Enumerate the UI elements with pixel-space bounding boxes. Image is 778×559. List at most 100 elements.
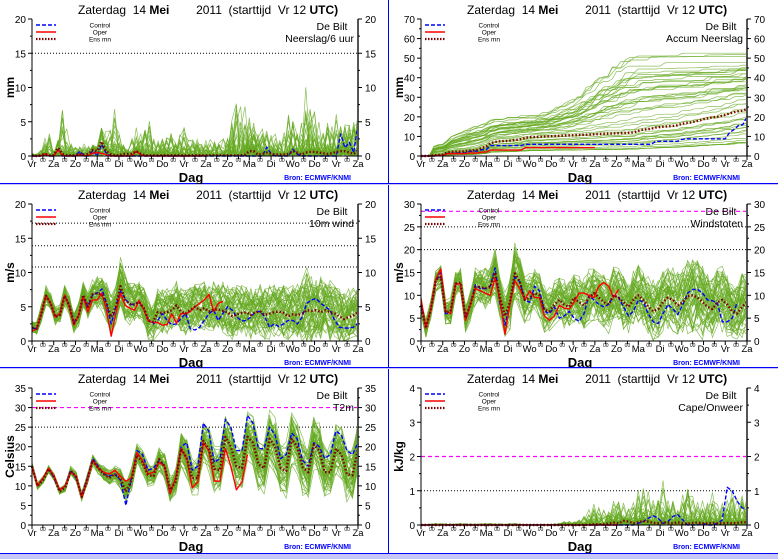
day-label: Vr <box>332 344 341 355</box>
legend-label: Control <box>479 208 501 215</box>
day-label: Di <box>114 528 123 539</box>
ensemble-member-line <box>421 93 748 157</box>
chart-accum: Zaterdag 14 Mei 2011 (starttijd Vr 12 UT… <box>389 3 778 185</box>
legend-label: Control <box>479 23 501 30</box>
y-tick-label: 5 <box>409 314 415 325</box>
y-tick-label-right: 2 <box>754 453 760 464</box>
y-tick-label-right: 20 <box>754 113 766 124</box>
day-label: Zo <box>611 528 622 539</box>
midnight-marker: 00 <box>149 527 155 533</box>
y-axis-label: mm <box>3 77 17 98</box>
svg-text:Zaterdag 14 Mei 2011: Zaterdag 14 Mei 2011 (starttijd Vr 12 UT… <box>78 3 338 17</box>
y-tick-label-right: 15 <box>365 462 377 473</box>
chart-wind: Zaterdag 14 Mei 2011 (starttijd Vr 12 UT… <box>0 185 389 370</box>
y-tick-label: 35 <box>15 384 27 395</box>
subtitle-label: T2m <box>333 402 354 414</box>
midnight-marker: 00 <box>170 158 176 164</box>
ensemble-member-line <box>421 66 747 157</box>
midnight-marker: 00 <box>668 527 674 533</box>
midnight-marker: 00 <box>473 527 479 533</box>
day-label: Ma <box>480 528 494 539</box>
day-label: Vr <box>416 344 425 355</box>
panel-neerslag: Zaterdag 14 Mei 2011 (starttijd Vr 12 UT… <box>0 0 389 185</box>
day-label: Zo <box>611 159 622 170</box>
day-label: Vr <box>27 344 36 355</box>
y-tick-label-right: 25 <box>365 423 377 434</box>
y-tick-label: 2 <box>409 453 415 464</box>
legend-label: Ens mn <box>478 37 500 44</box>
source-label: Bron: ECMWF/KNMI <box>673 360 740 367</box>
midnight-marker: 00 <box>494 158 500 164</box>
legend-label: Control <box>90 208 112 215</box>
chart-title: Zaterdag 14 Mei 2011 (starttijd Vr 12 UT… <box>467 188 727 202</box>
y-tick-label: 60 <box>404 35 416 46</box>
y-tick-label: 30 <box>15 404 27 415</box>
y-tick-label-right: 20 <box>365 443 377 454</box>
day-label: Ma <box>480 344 494 355</box>
y-tick-label-right: 10 <box>365 269 377 280</box>
y-axis-label: mm <box>392 77 406 98</box>
midnight-marker: 00 <box>127 343 133 349</box>
day-label: Wo <box>675 528 689 539</box>
legend-label: Control <box>90 23 112 30</box>
y-tick-label-right: 10 <box>365 482 377 493</box>
day-label: Do <box>156 528 168 539</box>
midnight-marker: 00 <box>625 527 631 533</box>
ensemble-member-line <box>421 92 747 157</box>
day-label: Za <box>437 159 449 170</box>
location-label: De Bilt <box>317 390 348 402</box>
y-tick-label-right: 10 <box>754 132 766 143</box>
y-tick-label: 10 <box>404 132 416 143</box>
midnight-marker: 00 <box>625 343 631 349</box>
y-tick-label-right: 30 <box>754 93 766 104</box>
day-label: Za <box>200 528 212 539</box>
chart-windstoten: Zaterdag 14 Mei 2011 (starttijd Vr 12 UT… <box>389 188 778 370</box>
midnight-marker: 00 <box>581 343 587 349</box>
y-tick-label: 15 <box>404 269 416 280</box>
day-label: Do <box>156 344 168 355</box>
day-label: Vr <box>569 159 578 170</box>
y-tick-label: 50 <box>404 54 416 65</box>
day-label: Za <box>48 528 60 539</box>
y-tick-label-right: 30 <box>365 404 377 415</box>
day-label: Vr <box>416 159 425 170</box>
chart-t2m: Zaterdag 14 Mei 2011 (starttijd Vr 12 UT… <box>0 369 389 554</box>
midnight-marker: 00 <box>344 158 350 164</box>
y-tick-label-right: 50 <box>754 54 766 65</box>
chart-neerslag: Zaterdag 14 Mei 2011 (starttijd Vr 12 UT… <box>0 0 389 185</box>
day-label: Do <box>308 159 320 170</box>
y-tick-label: 5 <box>20 303 26 314</box>
midnight-marker: 00 <box>733 527 739 533</box>
y-tick-label: 5 <box>20 501 26 512</box>
midnight-marker: 00 <box>84 158 90 164</box>
midnight-marker: 00 <box>429 527 435 533</box>
ensemble-member-line <box>420 277 748 341</box>
midnight-marker: 00 <box>236 158 242 164</box>
ensemble-member-line <box>421 86 748 157</box>
midnight-marker: 00 <box>625 158 631 164</box>
day-label: Vr <box>180 528 189 539</box>
midnight-marker: 00 <box>127 527 133 533</box>
day-label: Do <box>697 528 709 539</box>
day-label: Zo <box>222 528 233 539</box>
y-tick-label-right: 10 <box>365 84 377 95</box>
series-ens-mn <box>31 140 359 158</box>
svg-text:Zaterdag 14 Mei 2011: Zaterdag 14 Mei 2011 (starttijd Vr 12 UT… <box>467 3 727 17</box>
x-axis-label: Dag <box>568 170 593 184</box>
midnight-marker: 00 <box>712 343 718 349</box>
y-tick-label-right: 1 <box>754 487 760 498</box>
day-label: Ma <box>632 528 646 539</box>
day-label: Za <box>741 528 753 539</box>
y-tick-label: 0 <box>20 337 26 348</box>
day-label: Do <box>545 159 557 170</box>
subtitle-label: Windstoten <box>690 218 743 230</box>
y-tick-label-right: 30 <box>754 200 766 211</box>
ensemble-member-line <box>421 102 748 157</box>
ensemble-member-line <box>420 262 748 327</box>
location-label: De Bilt <box>317 21 348 33</box>
y-tick-label-right: 5 <box>365 501 371 512</box>
midnight-marker: 00 <box>40 158 46 164</box>
chart-cape: Zaterdag 14 Mei 2011 (starttijd Vr 12 UT… <box>389 372 778 554</box>
day-label: Za <box>741 344 753 355</box>
